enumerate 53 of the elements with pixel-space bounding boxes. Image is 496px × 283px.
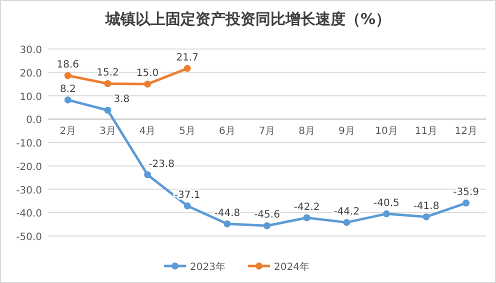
point [224, 220, 231, 228]
point [382, 210, 390, 218]
y-tick-label: 0.0 [26, 115, 42, 126]
point [184, 64, 191, 72]
data-label: -44.8 [214, 208, 240, 219]
data-label: -45.6 [254, 210, 280, 221]
x-tick-label: 4月 [139, 126, 156, 138]
point [64, 72, 72, 80]
x-tick-label: 6月 [218, 126, 236, 138]
y-tick-label: 10.0 [20, 92, 42, 103]
data-label: -40.5 [374, 198, 400, 209]
data-label: -41.8 [413, 200, 440, 212]
point [343, 218, 350, 226]
x-tick-label: 9月 [338, 126, 355, 138]
data-label: -42.2 [294, 202, 320, 213]
x-tick-label: 5月 [179, 126, 196, 138]
y-tick-label: -50.0 [16, 232, 42, 243]
point [462, 200, 470, 207]
x-tick-label: 3月 [100, 126, 116, 138]
x-tick-label: 12月 [454, 126, 478, 138]
point [303, 214, 310, 222]
x-tick-label: 10月 [375, 126, 398, 138]
point [422, 213, 430, 220]
y-tick-label: -30.0 [16, 185, 42, 196]
point [144, 80, 152, 88]
x-tick-label: 8月 [298, 126, 316, 138]
point [184, 202, 191, 210]
y-tick-label: 20.0 [20, 68, 42, 80]
point [64, 96, 72, 104]
data-label: 3.8 [114, 94, 130, 106]
y-tick-label: 30.0 [20, 45, 42, 56]
y-tick-label: -10.0 [16, 138, 42, 150]
data-label: 15.2 [96, 68, 119, 79]
point [104, 80, 112, 88]
chart-title: 城镇以上固定资产投资同比增长速度（%） [104, 10, 391, 28]
data-label: -37.1 [174, 190, 200, 201]
point [264, 222, 270, 230]
data-label: -35.9 [453, 187, 480, 198]
data-label: -44.2 [334, 206, 360, 218]
data-label: 21.7 [176, 52, 198, 64]
data-label: -23.8 [148, 158, 174, 170]
x-tick-label: 2月 [60, 126, 76, 138]
data-label: 8.2 [60, 84, 76, 95]
point [144, 171, 152, 178]
data-label: 18.6 [56, 60, 80, 71]
x-tick-label: 11月 [414, 126, 438, 138]
legend-label: 2024年 [274, 261, 310, 273]
y-tick-label: -20.0 [16, 162, 42, 173]
point [104, 106, 112, 114]
x-tick-label: 7月 [258, 126, 276, 138]
data-label: 15.0 [136, 68, 159, 80]
y-tick-label: -40.0 [16, 208, 42, 220]
legend-label: 2023年 [190, 261, 226, 273]
